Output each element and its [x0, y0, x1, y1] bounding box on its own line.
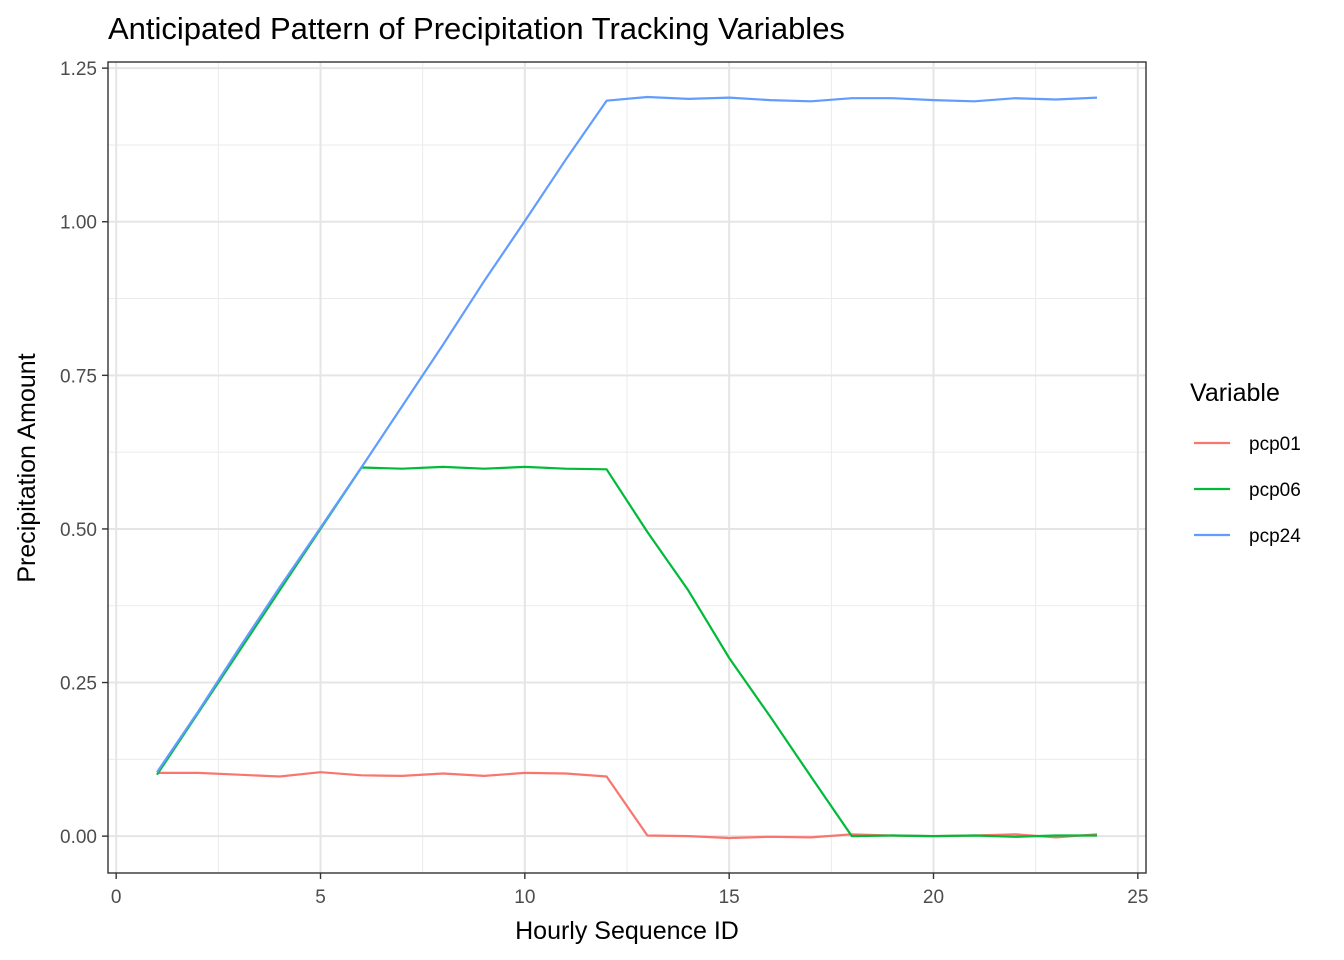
y-tick-label: 0.25: [60, 674, 97, 695]
legend-label-pcp24: pcp24: [1249, 526, 1301, 547]
legend-label-pcp06: pcp06: [1249, 480, 1301, 501]
y-axis: 0.00 0.25 0.50 0.75 1.00 1.25: [60, 59, 108, 848]
legend: Variable pcp01 pcp06 pcp24: [1190, 379, 1301, 547]
y-tick-label: 0.50: [60, 520, 97, 541]
y-tick-label: 0.00: [60, 827, 97, 848]
x-tick-label: 20: [923, 887, 944, 908]
y-tick-label: 1.25: [60, 59, 97, 80]
x-tick-label: 0: [111, 887, 122, 908]
y-axis-title: Precipitation Amount: [13, 353, 41, 582]
chart-title: Anticipated Pattern of Precipitation Tra…: [108, 11, 845, 46]
minor-gridlines: [108, 62, 1146, 873]
legend-label-pcp01: pcp01: [1249, 434, 1301, 455]
x-tick-label: 5: [315, 887, 326, 908]
x-axis-title: Hourly Sequence ID: [515, 917, 739, 945]
y-tick-label: 0.75: [60, 366, 97, 387]
x-tick-label: 10: [514, 887, 535, 908]
panel-border: [107, 61, 1147, 874]
series-line-pcp24: [156, 95, 1098, 773]
x-tick-label: 15: [719, 887, 740, 908]
series-layer: [156, 95, 1098, 840]
x-axis: 0 5 10 15 20 25: [111, 873, 1148, 908]
legend-title: Variable: [1190, 379, 1280, 407]
y-tick-label: 1.00: [60, 213, 97, 234]
x-tick-label: 25: [1127, 887, 1148, 908]
